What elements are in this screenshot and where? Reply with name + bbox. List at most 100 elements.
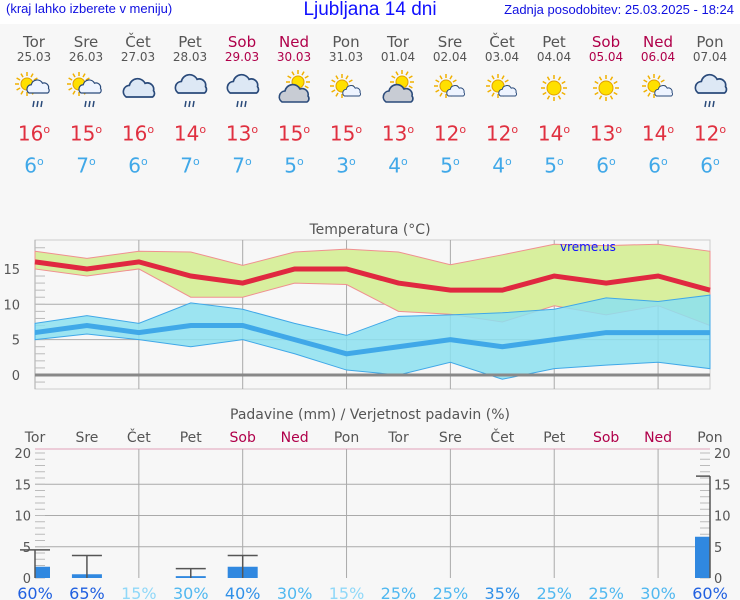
y-tick-label: 0 [12, 369, 20, 384]
min-temp: 6o [648, 153, 668, 178]
day-forecast: Sre 02.04 12o 5o [424, 34, 476, 177]
day-label: Čet [490, 428, 514, 446]
day-name: Sre [73, 33, 99, 51]
precip-probability: 30% [173, 584, 209, 600]
day-date: 31.03 [328, 50, 364, 64]
min-temp: 3o [336, 153, 356, 178]
day-label: Ned [644, 430, 672, 446]
min-temp: 7o [232, 153, 252, 178]
last-updated: Zadnja posodobitev: 25.03.2025 - 18:24 [504, 2, 734, 17]
min-temp: 6o [700, 153, 720, 178]
y-tick-label-left: 5 [23, 541, 31, 556]
precip-probability: 30% [640, 584, 676, 600]
precip-probability: 15% [329, 584, 365, 600]
sun-small-cloud-icon [434, 74, 466, 98]
min-temp: 4o [492, 153, 512, 178]
day-date: 25.03 [16, 50, 52, 64]
day-label: Pet [180, 430, 203, 446]
day-name: Pet [542, 33, 566, 51]
precip-probability: 25% [536, 584, 572, 600]
precip-probability: 30% [277, 584, 313, 600]
max-temp: 14o [537, 121, 571, 146]
precip-probability: 15% [121, 584, 157, 600]
y-tick-label-left: 10 [14, 510, 31, 525]
min-temp: 5o [284, 153, 304, 178]
day-name: Sob [227, 33, 257, 51]
day-name: Čet [489, 33, 515, 51]
sun-small-cloud-icon [330, 74, 362, 98]
day-date: 28.03 [172, 50, 208, 64]
day-label: Pet [543, 430, 566, 446]
precip-probability: 25% [433, 584, 469, 600]
precip-bar [35, 566, 50, 578]
sun-small-cloud-icon [486, 74, 518, 98]
y-tick-label: 10 [3, 298, 20, 313]
max-temp: 12o [693, 121, 727, 146]
cloudy-icon [122, 77, 156, 98]
day-date: 01.04 [380, 50, 416, 64]
min-temp: 5o [440, 153, 460, 178]
max-temp: 15o [69, 121, 103, 146]
day-label: Čet [127, 428, 151, 446]
day-name: Tor [387, 33, 409, 51]
sun-icon [593, 75, 619, 101]
day-name: Sre [437, 33, 463, 51]
precip-probability: 60% [692, 584, 728, 600]
max-temp: 13o [589, 121, 623, 146]
day-name: Pon [696, 33, 724, 51]
day-label: Sob [593, 430, 619, 446]
day-date: 06.04 [640, 50, 676, 64]
precip-probability: 25% [588, 584, 624, 600]
y-tick-label-right: 10 [714, 510, 731, 525]
day-date: 29.03 [224, 50, 260, 64]
sun-cloud-rain-icon [15, 72, 50, 108]
day-forecast: Sob 05.04 13o 6o [580, 34, 632, 177]
day-name: Sob [591, 33, 621, 51]
precipitation-chart: Padavine (mm) / Verjetnost padavin (%) 0 0… [14, 407, 731, 600]
min-temp: 7o [76, 153, 96, 178]
y-tick-label: 5 [12, 334, 20, 349]
y-tick-label-right: 20 [714, 447, 731, 462]
y-tick-label-left: 20 [14, 447, 31, 462]
y-tick-label: 15 [3, 263, 20, 278]
day-date: 27.03 [120, 50, 156, 64]
day-label: Sre [439, 430, 462, 446]
location-hint: (kraj lahko izberete v meniju) [6, 1, 173, 16]
day-name: Tor [23, 33, 45, 51]
day-label: Ned [281, 430, 309, 446]
precip-probability: 40% [225, 584, 261, 600]
max-temp: 15o [329, 121, 363, 146]
day-date: 02.04 [432, 50, 468, 64]
daily-forecast: Tor 25.03 16o 6o Sre 26.03 15o 7o Čet 27.0… [8, 34, 736, 177]
day-label: Sob [230, 430, 256, 446]
y-tick-label-left: 15 [14, 478, 31, 493]
y-tick-label-right: 15 [714, 478, 731, 493]
max-temp: 14o [173, 121, 207, 146]
cloud-rain-icon [694, 73, 728, 108]
max-temp: 15o [277, 121, 311, 146]
min-temp: 6o [128, 153, 148, 178]
chart-title: Temperatura (°C) [308, 222, 430, 238]
day-forecast: Ned 30.03 15o 5o [268, 34, 320, 177]
day-name: Pet [178, 33, 202, 51]
min-temp: 4o [388, 153, 408, 178]
day-forecast: Pet 28.03 14o 7o [164, 34, 216, 177]
day-name: Pon [332, 33, 360, 51]
precip-probability: 35% [485, 584, 521, 600]
day-date: 03.04 [484, 50, 520, 64]
day-date: 30.03 [276, 50, 312, 64]
day-date: 26.03 [68, 50, 104, 64]
y-tick-label-right: 0 [714, 572, 722, 587]
day-date: 04.04 [536, 50, 572, 64]
day-name: Čet [125, 33, 151, 51]
sun-icon [541, 75, 567, 101]
min-temp: 6o [24, 153, 44, 178]
day-forecast: Pet 04.04 14o 5o [528, 34, 580, 177]
max-temp: 14o [641, 121, 675, 146]
precip-probability: 60% [17, 584, 53, 600]
cloud-rain-icon [226, 73, 260, 108]
day-forecast: Sre 26.03 15o 7o [60, 34, 112, 177]
day-label: Pon [697, 430, 722, 446]
y-tick-label-right: 5 [714, 541, 722, 556]
cloud-sun-icon [382, 70, 414, 103]
